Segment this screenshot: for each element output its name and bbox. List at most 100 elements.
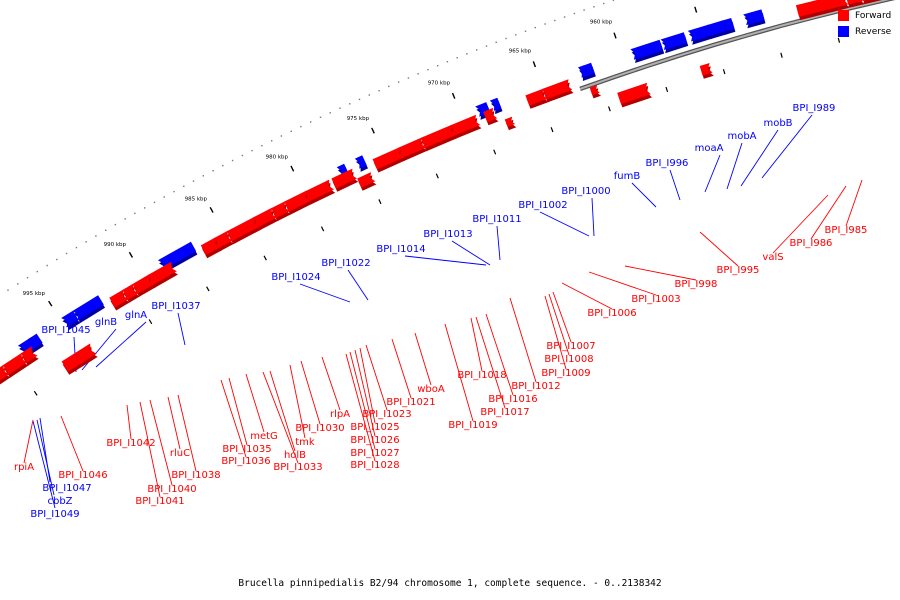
forward-gene-label-bpi-i1027: BPI_I1027 xyxy=(350,448,399,459)
tick-label-975: 975 kbp xyxy=(347,116,370,122)
forward-gene-block-19 xyxy=(271,201,292,222)
forward-gene-label-bpi-i1018: BPI_I1018 xyxy=(457,370,506,381)
legend-swatch-reverse xyxy=(838,26,849,37)
reverse-gene-block-7 xyxy=(578,65,589,81)
forward-gene-label-bpi-i1042: BPI_I1042 xyxy=(106,438,155,449)
reverse-gene-leader-moaa xyxy=(704,154,721,193)
reverse-gene-leader-bpi-i1022 xyxy=(347,269,369,301)
forward-gene-label-bpi-i1003: BPI_I1003 xyxy=(631,294,680,305)
forward-gene-leader-bpi-i1038 xyxy=(177,394,197,472)
forward-gene-block-7 xyxy=(542,79,574,103)
forward-gene-block-25 xyxy=(132,274,156,297)
tick-mark-960 xyxy=(613,32,617,39)
reverse-gene-label-bpi-i1014: BPI_I1014 xyxy=(376,244,425,255)
forward-gene-block-30 xyxy=(2,353,29,378)
forward-gene-label-bpi-i1019: BPI_I1019 xyxy=(448,420,497,431)
forward-gene-leader-bpi-i1006 xyxy=(561,282,613,310)
forward-gene-label-bpi-i1038: BPI_I1038 xyxy=(171,470,220,481)
reverse-gene-leader-bpi-i1013 xyxy=(451,240,491,266)
forward-gene-leader-bpi-i1007 xyxy=(552,291,572,343)
tick-label-970: 970 kbp xyxy=(428,81,451,87)
tick-label-985: 985 kbp xyxy=(185,196,208,202)
legend-item-reverse: Reverse xyxy=(838,24,891,39)
tick-label-980: 980 kbp xyxy=(266,154,289,160)
tick-label-965: 965 kbp xyxy=(509,49,532,55)
reverse-gene-block-6 xyxy=(582,62,596,80)
forward-gene-block-10 xyxy=(483,107,499,126)
forward-gene-leader-bpi-i1040 xyxy=(149,399,173,486)
reverse-gene-label-fumb: fumB xyxy=(614,171,641,182)
reverse-gene-leader-bpi-i1002 xyxy=(539,211,590,237)
forward-gene-block-23 xyxy=(200,237,222,259)
forward-gene-label-bpi-i1033: BPI_I1033 xyxy=(273,462,322,473)
forward-gene-leader-bpi-i1008 xyxy=(548,293,570,356)
tick-mark-995 xyxy=(48,300,53,307)
forward-gene-leader-bpi-i1009 xyxy=(544,295,567,370)
reverse-gene-block-5 xyxy=(630,39,665,63)
reverse-gene-leader-moba xyxy=(726,142,743,190)
forward-gene-leader-tmk xyxy=(289,364,306,439)
forward-gene-leader-bpi-i1019 xyxy=(444,323,474,422)
forward-gene-block-11 xyxy=(450,114,482,139)
forward-gene-label-metg: metG xyxy=(250,431,278,442)
forward-gene-block-31 xyxy=(0,364,11,385)
reverse-gene-block-10 xyxy=(354,155,368,172)
forward-gene-block-27 xyxy=(109,289,130,311)
forward-gene-leader-bpi-i1016 xyxy=(485,313,514,396)
reverse-gene-leader-bpi-i1037 xyxy=(177,312,186,346)
forward-gene-leader-bpi-i1042 xyxy=(126,404,132,440)
scale-dots xyxy=(7,0,615,291)
forward-gene-block-18 xyxy=(284,190,313,215)
reverse-gene-label-bpi-i1045: BPI_I1045 xyxy=(41,325,90,336)
forward-gene-leader-bpi-i1036 xyxy=(220,379,247,458)
forward-gene-leader-rpia xyxy=(23,419,34,464)
forward-gene-label-bpi-i1040: BPI_I1040 xyxy=(147,484,196,495)
tick-mark-970 xyxy=(451,92,456,99)
forward-gene-label-bpi-i1046: BPI_I1046 xyxy=(58,470,107,481)
tick-label-990: 990 kbp xyxy=(104,242,127,248)
reverse-gene-label-bpi-i1047: BPI_I1047 xyxy=(42,483,91,494)
reverse-gene-leader-bpi-i1000 xyxy=(591,197,595,237)
forward-gene-leader-bpi-i998 xyxy=(624,265,697,281)
reverse-gene-label-bpi-i996: BPI_I996 xyxy=(646,158,689,169)
reverse-gene-label-moaa: moaA xyxy=(695,143,724,154)
reverse-gene-block-8 xyxy=(489,97,503,115)
reverse-gene-label-bpi-i989: BPI_I989 xyxy=(793,103,836,114)
forward-gene-leader-bpi-i1023 xyxy=(365,344,388,411)
gene-features xyxy=(0,0,883,385)
reverse-gene-block-1 xyxy=(721,18,736,35)
forward-gene-leader-rluc xyxy=(167,396,181,450)
forward-gene-label-bpi-i1021: BPI_I1021 xyxy=(386,397,435,408)
forward-gene-label-bpi-i1023: BPI_I1023 xyxy=(362,409,411,420)
forward-gene-block-24 xyxy=(147,261,178,289)
forward-gene-label-vals: valS xyxy=(762,252,783,263)
forward-gene-label-bpi-i986: BPI_I986 xyxy=(790,238,833,249)
forward-gene-leader-bpi-i995 xyxy=(699,231,739,267)
forward-gene-block-21 xyxy=(226,216,262,245)
forward-gene-label-bpi-i1030: BPI_I1030 xyxy=(295,423,344,434)
forward-gene-block-8 xyxy=(525,88,549,109)
tick-mark-955 xyxy=(694,6,698,13)
reverse-gene-block-3 xyxy=(687,24,714,45)
reverse-gene-label-bpi-i1037: BPI_I1037 xyxy=(151,301,200,312)
forward-gene-block-20 xyxy=(253,207,279,231)
reverse-gene-block-15 xyxy=(27,333,44,352)
forward-gene-block-0 xyxy=(795,0,850,21)
forward-gene-label-bpi-i1007: BPI_I1007 xyxy=(546,341,595,352)
forward-gene-label-bpi-i1028: BPI_I1028 xyxy=(350,460,399,471)
forward-gene-label-rpia: rpiA xyxy=(14,462,34,473)
forward-gene-leader-bpi-i1026 xyxy=(354,349,376,437)
forward-gene-block-13 xyxy=(397,137,428,162)
forward-gene-leader-holb xyxy=(269,370,296,452)
reverse-gene-label-glna: glnA xyxy=(125,310,147,321)
forward-gene-label-bpi-i1009: BPI_I1009 xyxy=(541,368,590,379)
reverse-gene-leader-bpi-i1014 xyxy=(404,255,487,266)
forward-gene-label-tmk: tmk xyxy=(295,437,315,448)
legend-item-forward: Forward xyxy=(838,8,891,23)
tick-label-995: 995 kbp xyxy=(23,291,46,297)
forward-gene-leader-bpi-i1025 xyxy=(359,347,376,424)
reverse-gene-label-bpi-i1049: BPI_I1049 xyxy=(30,509,79,520)
forward-gene-leader-metg xyxy=(245,373,265,433)
